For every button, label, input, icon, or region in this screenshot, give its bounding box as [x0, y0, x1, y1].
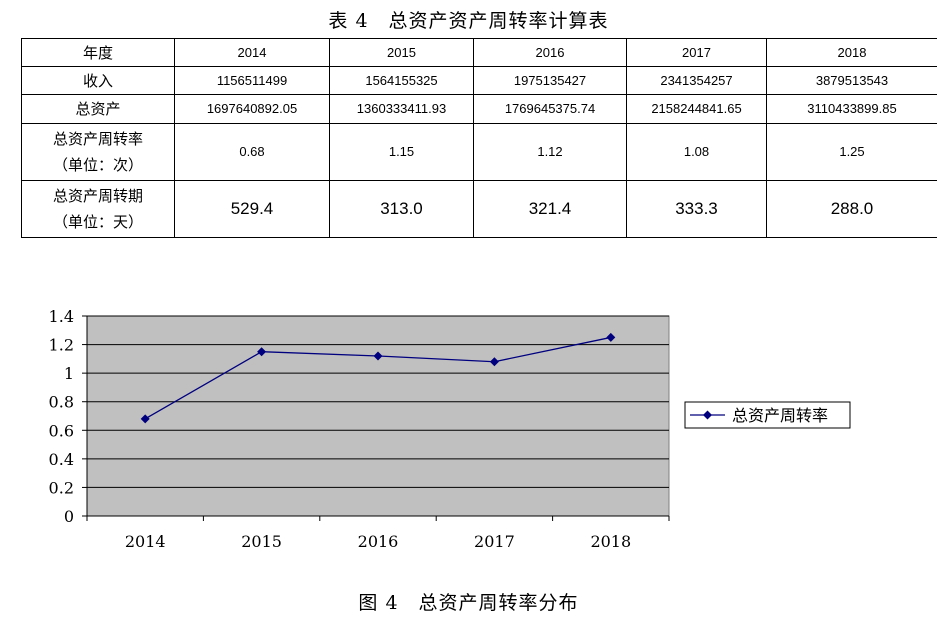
y-tick-label: 0.4 [49, 450, 74, 469]
series-line-layer [140, 332, 616, 424]
row-label-line1: 总资产周转期 [52, 187, 143, 205]
header-year-2017: 2017 [626, 38, 767, 67]
table-cell: 321.4 [473, 180, 627, 238]
table-row-turnover-rate: 总资产周转率 （单位：次） 0.68 1.15 1.12 1.08 1.25 [21, 123, 937, 181]
table-cell: 3879513543 [766, 66, 937, 95]
table-row-turnover-period: 总资产周转期 （单位：天） 529.4 313.0 321.4 333.3 288… [21, 180, 937, 238]
table-cell: 529.4 [174, 180, 330, 238]
table-row-revenue: 收入 1156511499 1564155325 1975135427 2341… [21, 66, 937, 95]
row-label-turnover-rate: 总资产周转率 （单位：次） [21, 123, 175, 181]
x-axis-ticks: 2014 2015 2016 2017 2018 [86, 515, 670, 551]
table-cell: 1697640892.05 [174, 94, 330, 124]
table-cell: 333.3 [626, 180, 767, 238]
table-cell: 1564155325 [329, 66, 474, 95]
y-tick-label: 0 [64, 507, 74, 526]
table-header-row: 年度 2014 2015 2016 2017 2018 [21, 38, 937, 67]
legend-marker [703, 410, 712, 420]
data-point [489, 357, 499, 367]
table-cell: 1975135427 [473, 66, 627, 95]
y-tick-label: 0.6 [49, 421, 74, 440]
x-tick-label: 2015 [241, 532, 282, 551]
y-tick-label: 1.2 [49, 336, 74, 355]
x-tick-label: 2014 [125, 532, 166, 551]
data-point [257, 347, 267, 357]
table-cell: 1.15 [329, 123, 474, 181]
y-tick-label: 0.2 [49, 478, 74, 497]
gridlines [87, 315, 669, 517]
table-cell: 1360333411.93 [329, 94, 474, 124]
row-label-unit: （单位：次） [52, 156, 143, 174]
table-caption: 表 4 总资产资产周转率计算表 [328, 10, 609, 32]
data-point [606, 332, 616, 342]
row-label-unit: （单位：天） [52, 213, 143, 231]
turnover-line-chart: 00.20.40.60.811.21.4 2014 2015 2016 2017 201… [49, 307, 851, 551]
x-tick-label: 2016 [358, 532, 399, 551]
data-point [373, 351, 383, 361]
table-cell: 3110433899.85 [766, 94, 937, 124]
header-year-2016: 2016 [473, 38, 627, 67]
table-row-total-assets: 总资产 1697640892.05 1360333411.93 17696453… [21, 94, 937, 124]
row-label-revenue: 收入 [21, 66, 175, 95]
data-point [140, 414, 150, 424]
row-label-turnover-period: 总资产周转期 （单位：天） [21, 180, 175, 238]
header-year-2015: 2015 [329, 38, 474, 67]
table-cell: 0.68 [174, 123, 330, 181]
plot-area [86, 315, 670, 517]
header-year-label: 年度 [21, 38, 175, 67]
y-tick-label: 1.4 [49, 307, 74, 326]
x-tick-label: 2017 [474, 532, 515, 551]
table-cell: 1.12 [473, 123, 627, 181]
y-tick-label: 1 [64, 364, 74, 383]
table-cell: 2158244841.65 [626, 94, 767, 124]
legend-entry-label: 总资产周转率 [732, 406, 828, 425]
turnover-table: 年度 2014 2015 2016 2017 2018 收入 115651149… [21, 38, 937, 238]
header-year-2014: 2014 [174, 38, 330, 67]
row-label-line1: 总资产周转率 [52, 130, 143, 148]
row-label-total-assets: 总资产 [21, 94, 175, 124]
y-tick-label: 0.8 [49, 393, 74, 412]
y-axis-ticks: 0 0.2 0.4 0.6 0.8 1 1.2 1.4 [49, 307, 88, 526]
table-cell: 1769645375.74 [473, 94, 627, 124]
x-tick-label: 2018 [590, 532, 631, 551]
table-cell: 1.08 [626, 123, 767, 181]
header-year-2018: 2018 [766, 38, 937, 67]
table-cell: 1156511499 [174, 66, 330, 95]
table-cell: 2341354257 [626, 66, 767, 95]
table-cell: 1.25 [766, 123, 937, 181]
figure-caption: 图 4 总资产周转率分布 [358, 592, 579, 614]
table-cell: 288.0 [766, 180, 937, 238]
table-cell: 313.0 [329, 180, 474, 238]
chart-legend: 总资产周转率 [684, 401, 851, 429]
